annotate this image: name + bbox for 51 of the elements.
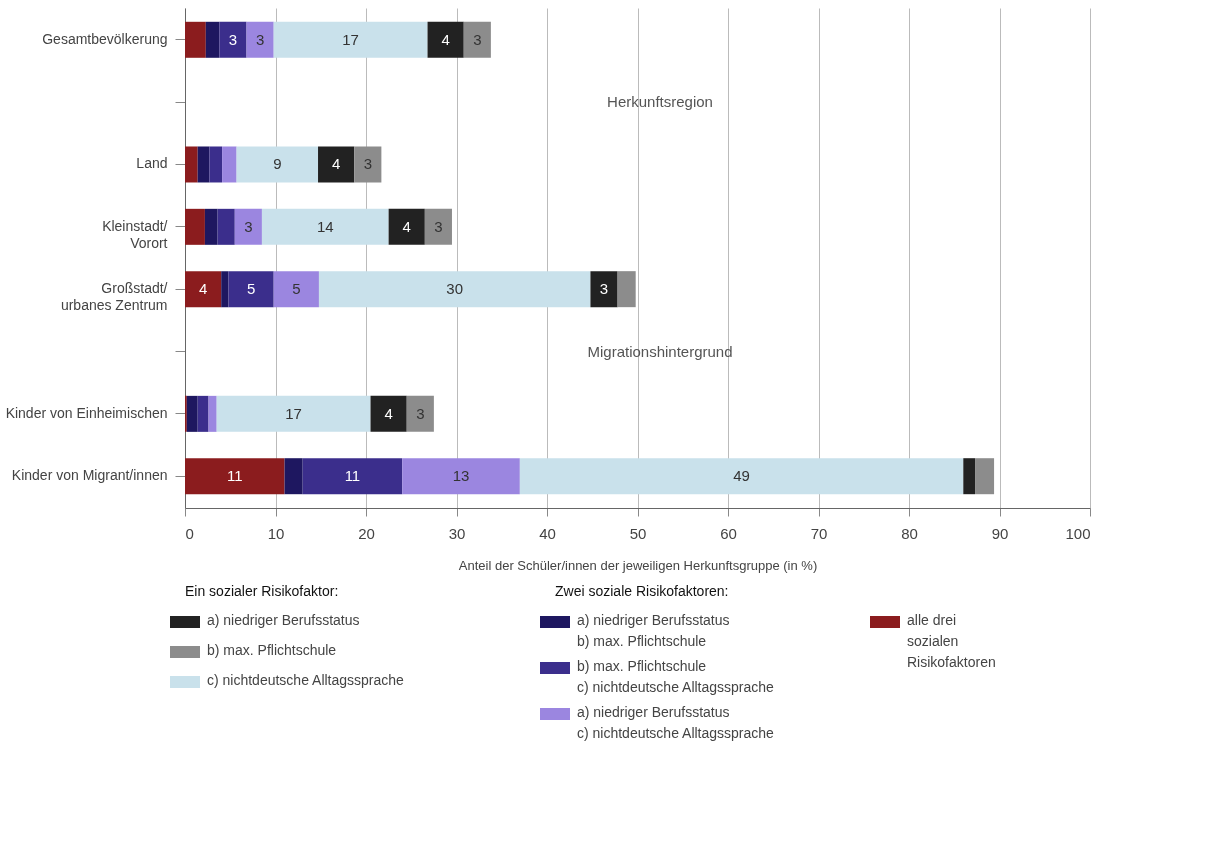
x-tick-label: 40: [539, 524, 556, 542]
annotation: Herkunftsregion: [607, 93, 713, 111]
x-tick-label: 30: [448, 524, 466, 542]
y-tick-label: Kinder von Einheimischen: [5, 404, 168, 421]
data-label: 3: [228, 30, 238, 48]
data-label: 5: [292, 280, 301, 298]
y-tick-label: Gesamtbevölkerung: [42, 30, 168, 47]
x-tick-label: 20: [358, 524, 375, 542]
data-label: 5: [246, 280, 256, 298]
data-label: 9: [273, 155, 282, 173]
legend-label: b) max. Pflichtschule: [207, 642, 337, 658]
data-label: 30: [446, 280, 464, 298]
y-tick-label: Großstadt/ urbanes Zentrum: [60, 280, 168, 314]
data-label: 4: [441, 30, 450, 48]
data-label: 3: [473, 30, 482, 48]
data-label: 14: [316, 217, 334, 235]
data-label: 3: [434, 217, 443, 235]
data-label: 3: [599, 280, 609, 298]
data-label: 11: [344, 467, 361, 485]
data-label: 17: [285, 404, 302, 422]
legend-label: a) niedriger Berufsstatus: [207, 612, 360, 628]
data-label: 17: [342, 30, 359, 48]
x-tick-label: 90: [991, 524, 1009, 542]
x-tick-label: 10: [267, 524, 285, 542]
y-tick-label: Kleinstadt/ Vorort: [102, 217, 168, 251]
data-label: 3: [363, 155, 372, 173]
x-axis-title: Anteil der Schüler/innen der jeweiligen Herkunftsgruppe (in %): [458, 557, 818, 573]
text: Zwei soziale Risikofaktoren:: [555, 583, 729, 599]
data-label: 4: [402, 217, 411, 235]
data-label: 49: [733, 467, 750, 485]
data-label: 3: [255, 30, 265, 48]
legend-label: alle drei sozialen Risikofaktoren: [907, 612, 996, 670]
data-label: 3: [416, 404, 425, 422]
x-tick-label: 70: [810, 524, 828, 542]
y-tick-label: Land: [136, 155, 168, 172]
data-label: 13: [452, 467, 470, 485]
data-label: 4: [198, 280, 208, 298]
x-tick-label: 50: [629, 524, 647, 542]
annotation: Migrationshintergrund: [587, 342, 733, 360]
y-tick-label: Kinder von Migrant/innen: [11, 467, 168, 484]
legend-label: a) niedriger Berufsstatus c) nichtdeutsche Alltagssprache: [577, 704, 775, 741]
data-label: 4: [331, 155, 341, 173]
x-tick-label: 80: [901, 524, 918, 542]
text: Ein sozialer Risikofaktor:: [185, 583, 339, 599]
x-tick-label: 60: [720, 524, 737, 542]
x-tick-label: 0: [185, 524, 194, 542]
x-tick-label: 100: [1065, 524, 1091, 542]
legend-label: c) nichtdeutsche Alltagssprache: [207, 672, 405, 688]
data-label: 11: [226, 467, 243, 485]
data-label: 3: [244, 217, 253, 235]
data-label: 4: [384, 404, 393, 422]
